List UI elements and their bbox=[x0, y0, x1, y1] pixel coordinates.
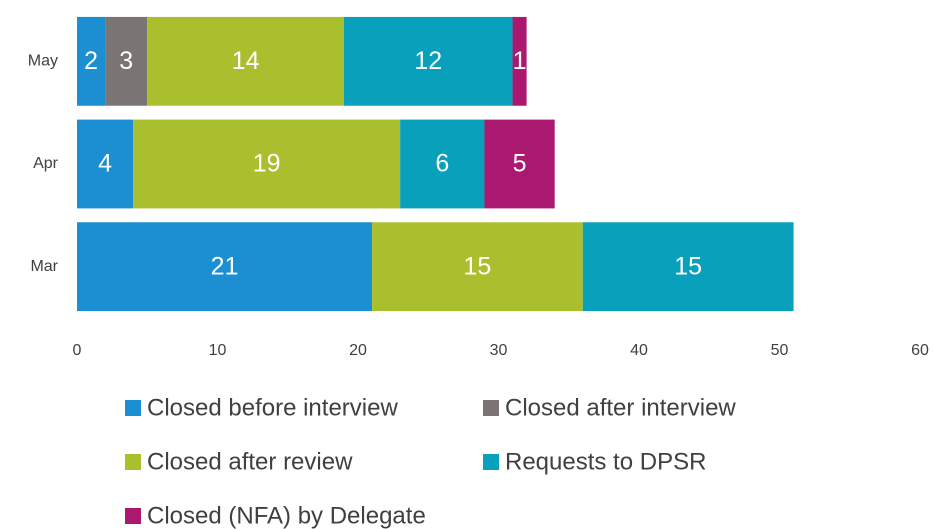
legend-swatch bbox=[125, 400, 141, 416]
data-label: 3 bbox=[119, 47, 133, 75]
bar-segment bbox=[105, 16, 148, 106]
data-label: 21 bbox=[211, 252, 239, 280]
legend-swatch bbox=[483, 400, 499, 416]
x-tick-label: 50 bbox=[771, 342, 789, 359]
data-label: 12 bbox=[414, 47, 442, 75]
legend-swatch bbox=[483, 454, 499, 470]
data-label: 14 bbox=[232, 47, 260, 75]
data-label: 15 bbox=[674, 252, 702, 280]
data-label: 6 bbox=[435, 150, 449, 178]
data-label: 19 bbox=[253, 150, 281, 178]
bar-segment bbox=[400, 119, 485, 209]
legend-label: Closed before interview bbox=[147, 394, 398, 421]
bar-segment bbox=[372, 222, 583, 312]
legend-label: Closed after interview bbox=[505, 394, 736, 421]
legend-swatch bbox=[125, 508, 141, 524]
x-tick-label: 0 bbox=[73, 342, 82, 359]
bar-segment bbox=[77, 119, 134, 209]
data-label: 1 bbox=[513, 47, 527, 75]
legend-label: Requests to DPSR bbox=[505, 448, 706, 475]
bar-segment bbox=[147, 16, 344, 106]
data-label: 4 bbox=[98, 150, 112, 178]
bar-segment bbox=[512, 16, 527, 106]
bar-segment bbox=[133, 119, 401, 209]
legend-swatch bbox=[125, 454, 141, 470]
legend-label: Closed (NFA) by Delegate bbox=[147, 502, 426, 529]
x-tick-label: 20 bbox=[349, 342, 367, 359]
x-tick-label: 30 bbox=[490, 342, 508, 359]
bar-segment bbox=[582, 222, 794, 312]
bar-segment bbox=[343, 16, 513, 106]
data-label: 15 bbox=[464, 252, 492, 280]
bar-segment bbox=[77, 222, 373, 312]
y-tick-label: Mar bbox=[30, 258, 58, 275]
bar-segment bbox=[484, 119, 555, 209]
bar-segment bbox=[77, 16, 106, 106]
legend-label: Closed after review bbox=[147, 448, 353, 475]
y-tick-label: Apr bbox=[33, 155, 59, 172]
x-tick-label: 40 bbox=[630, 342, 648, 359]
data-label: 5 bbox=[513, 150, 527, 178]
y-tick-label: May bbox=[28, 53, 58, 70]
x-tick-label: 60 bbox=[911, 342, 929, 359]
data-label: 2 bbox=[84, 47, 98, 75]
x-tick-label: 10 bbox=[209, 342, 227, 359]
